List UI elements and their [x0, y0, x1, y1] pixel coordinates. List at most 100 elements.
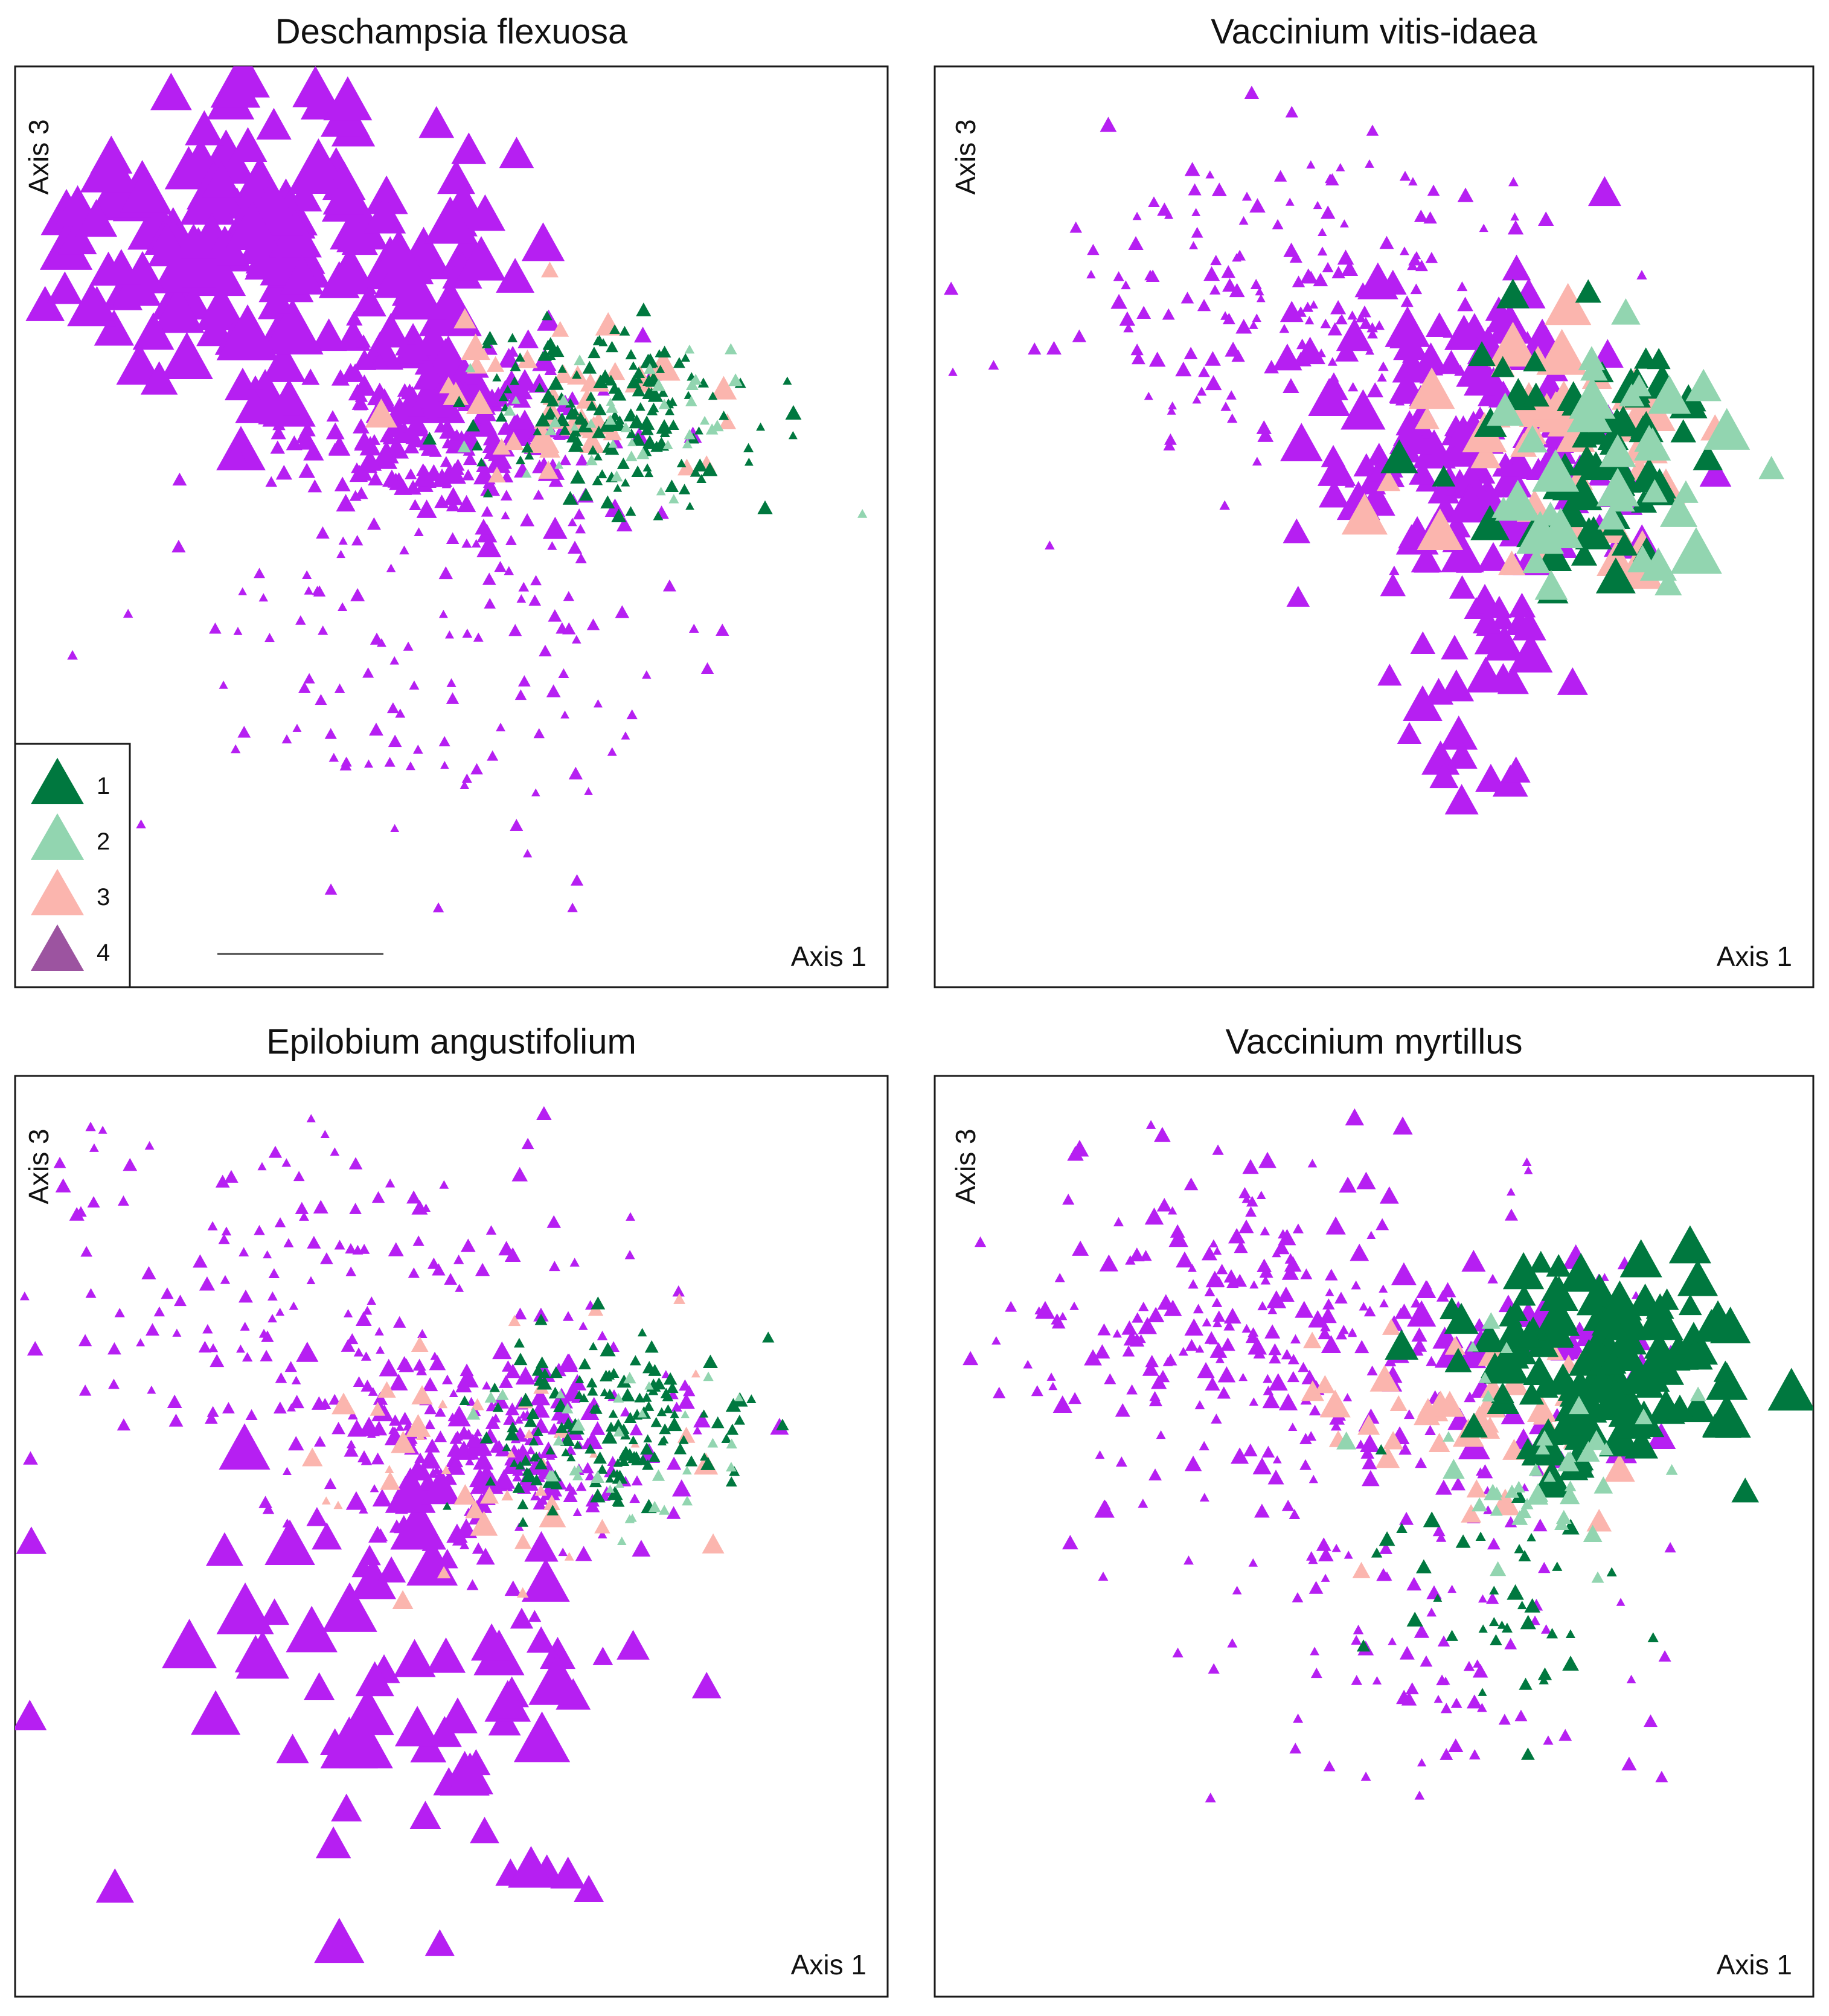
data-point-class-4 — [455, 1284, 464, 1292]
data-point-class-4 — [490, 1441, 503, 1453]
data-point-class-2 — [557, 394, 570, 406]
data-point-class-4 — [499, 136, 534, 168]
data-point-class-1 — [1546, 1628, 1558, 1639]
data-point-class-3 — [710, 376, 737, 400]
data-point-class-2 — [620, 422, 632, 432]
data-point-class-4 — [198, 1340, 212, 1353]
data-point-class-1 — [1675, 1322, 1712, 1355]
data-point-class-4 — [1086, 270, 1096, 279]
data-point-class-4 — [1325, 173, 1339, 186]
data-point-class-4 — [1484, 624, 1525, 661]
data-point-class-2 — [1659, 493, 1698, 527]
data-point-class-4 — [307, 1235, 321, 1249]
data-point-class-1 — [630, 1455, 642, 1465]
data-point-class-4 — [1506, 1187, 1516, 1196]
data-point-class-4 — [260, 1598, 290, 1625]
data-point-class-2 — [615, 1479, 624, 1488]
data-point-class-4 — [671, 1479, 691, 1497]
data-point-class-4 — [395, 1422, 405, 1431]
data-point-class-1 — [1507, 1584, 1524, 1600]
data-point-class-4 — [1188, 1264, 1197, 1272]
data-point-class-1 — [1518, 1550, 1531, 1562]
data-point-class-4 — [1409, 459, 1437, 485]
data-point-class-3 — [1383, 1431, 1404, 1450]
data-point-class-4 — [1292, 275, 1305, 287]
data-point-class-4 — [193, 1254, 208, 1268]
y-axis-label: Axis 3 — [950, 1128, 981, 1204]
data-point-class-4 — [1438, 669, 1475, 702]
data-point-class-4 — [453, 1254, 464, 1264]
data-point-class-4 — [123, 609, 133, 618]
data-point-class-1 — [653, 511, 664, 520]
data-point-class-4 — [1087, 243, 1100, 255]
data-point-class-1 — [570, 470, 586, 484]
data-point-class-3 — [439, 376, 458, 394]
data-point-class-1 — [1619, 1239, 1662, 1278]
data-point-class-4 — [1163, 440, 1176, 451]
data-point-class-1 — [613, 1458, 623, 1467]
data-point-class-3 — [605, 362, 626, 380]
data-point-class-4 — [615, 605, 630, 618]
data-point-class-4 — [1097, 1323, 1111, 1336]
data-point-class-4 — [87, 1196, 100, 1208]
data-point-class-3 — [370, 1401, 386, 1416]
data-point-class-4 — [1189, 241, 1199, 249]
data-point-class-4 — [1191, 208, 1201, 216]
data-point-class-4 — [1184, 162, 1200, 176]
data-point-class-4 — [267, 1314, 277, 1323]
data-point-class-1 — [636, 302, 652, 316]
data-point-class-4 — [1446, 740, 1478, 769]
data-point-class-1 — [642, 463, 652, 472]
data-point-class-1 — [1433, 1593, 1443, 1602]
data-point-class-4 — [1391, 1262, 1417, 1285]
data-point-class-1 — [1460, 1412, 1488, 1438]
data-point-class-1 — [521, 441, 534, 453]
data-point-class-4 — [444, 1273, 458, 1285]
data-point-class-4 — [1150, 1374, 1167, 1389]
data-point-class-1 — [535, 412, 551, 427]
data-point-class-4 — [1100, 1500, 1111, 1510]
data-point-class-1 — [1502, 1252, 1545, 1290]
data-point-class-4 — [1327, 357, 1337, 366]
data-point-class-4 — [441, 437, 454, 449]
data-point-class-4 — [349, 465, 368, 482]
data-point-class-4 — [1227, 1638, 1238, 1648]
data-point-class-3 — [1498, 550, 1526, 575]
data-point-class-4 — [1360, 1771, 1371, 1781]
data-point-class-4 — [575, 1546, 592, 1561]
data-point-class-4 — [379, 1358, 399, 1377]
data-point-class-4 — [349, 490, 362, 501]
data-point-class-4 — [473, 377, 491, 392]
data-point-class-2 — [1443, 1431, 1455, 1442]
data-point-class-4 — [78, 1334, 92, 1346]
data-point-class-4 — [1388, 1637, 1397, 1645]
data-point-class-1 — [642, 1360, 656, 1374]
data-point-class-4 — [1223, 1307, 1241, 1324]
data-point-class-4 — [1403, 685, 1443, 721]
data-point-class-3 — [488, 466, 506, 483]
data-point-class-1 — [1562, 1656, 1579, 1671]
data-point-class-4 — [1433, 1695, 1443, 1703]
data-point-class-1 — [593, 374, 609, 388]
data-point-class-4 — [1115, 1456, 1127, 1467]
data-point-class-3 — [514, 1533, 532, 1549]
data-point-class-1 — [524, 451, 534, 460]
data-point-class-4 — [560, 710, 569, 719]
data-point-class-4 — [231, 156, 289, 208]
data-point-class-4 — [338, 536, 348, 545]
data-point-class-4 — [1557, 667, 1588, 695]
data-point-class-4 — [326, 410, 339, 422]
data-point-class-4 — [325, 422, 345, 440]
data-point-class-1 — [565, 406, 579, 418]
data-point-class-1 — [1526, 1532, 1536, 1541]
data-point-class-4 — [449, 461, 465, 475]
data-point-class-4 — [1507, 220, 1524, 235]
data-point-class-4 — [487, 750, 499, 761]
legend-swatch-2 — [31, 813, 84, 860]
data-point-class-3 — [1488, 321, 1538, 367]
data-point-class-4 — [1188, 1279, 1199, 1289]
data-point-class-4 — [80, 1246, 93, 1257]
data-point-class-4 — [1422, 1281, 1432, 1290]
data-point-class-4 — [1176, 1251, 1194, 1268]
data-point-class-4 — [318, 626, 328, 635]
